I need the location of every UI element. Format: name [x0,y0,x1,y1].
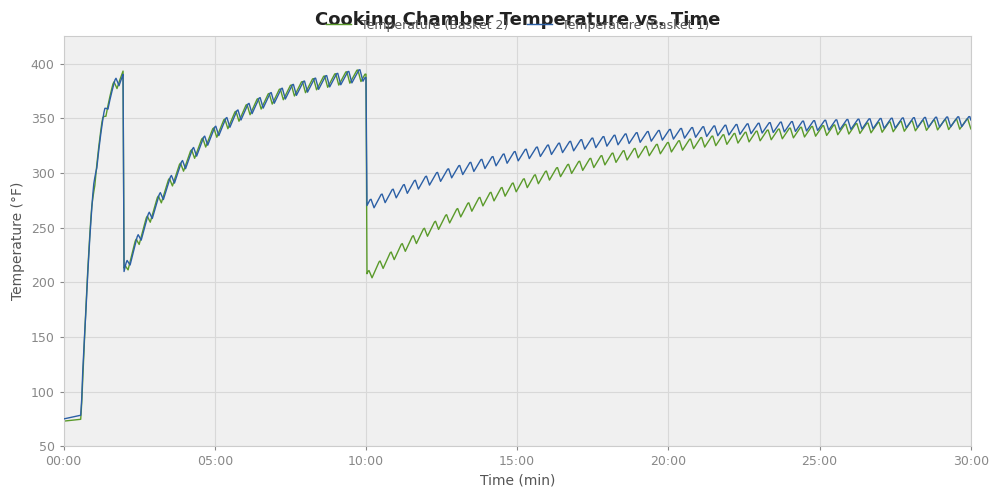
Temperature (Basket 2) [352,67,364,73]
Temperature (Basket 1) [740,122,752,128]
Temperature (Basket 2) [965,126,977,132]
Temperature (Basket 1) [177,158,189,164]
Temperature (Basket 2) [363,267,375,273]
Temperature (Basket 2) [661,140,673,146]
Line: Temperature (Basket 2): Temperature (Basket 2) [64,70,971,421]
X-axis label: Time (min): Time (min) [480,474,555,488]
Temperature (Basket 1) [363,199,375,205]
Temperature (Basket 2) [219,116,231,122]
Temperature (Basket 2) [177,166,189,172]
Title: Cooking Chamber Temperature vs. Time: Cooking Chamber Temperature vs. Time [315,11,720,29]
Y-axis label: Temperature (°F): Temperature (°F) [11,182,25,300]
Temperature (Basket 1) [219,118,231,124]
Temperature (Basket 2) [740,129,752,135]
Temperature (Basket 2) [58,418,70,424]
Temperature (Basket 1) [354,67,366,73]
Temperature (Basket 1) [58,416,70,422]
Temperature (Basket 1) [965,117,977,123]
Line: Temperature (Basket 1): Temperature (Basket 1) [64,70,971,419]
Legend: Temperature (Basket 2), Temperature (Basket 1): Temperature (Basket 2), Temperature (Bas… [321,14,714,37]
Temperature (Basket 2) [504,184,516,190]
Temperature (Basket 1) [661,130,673,136]
Temperature (Basket 1) [504,155,516,161]
